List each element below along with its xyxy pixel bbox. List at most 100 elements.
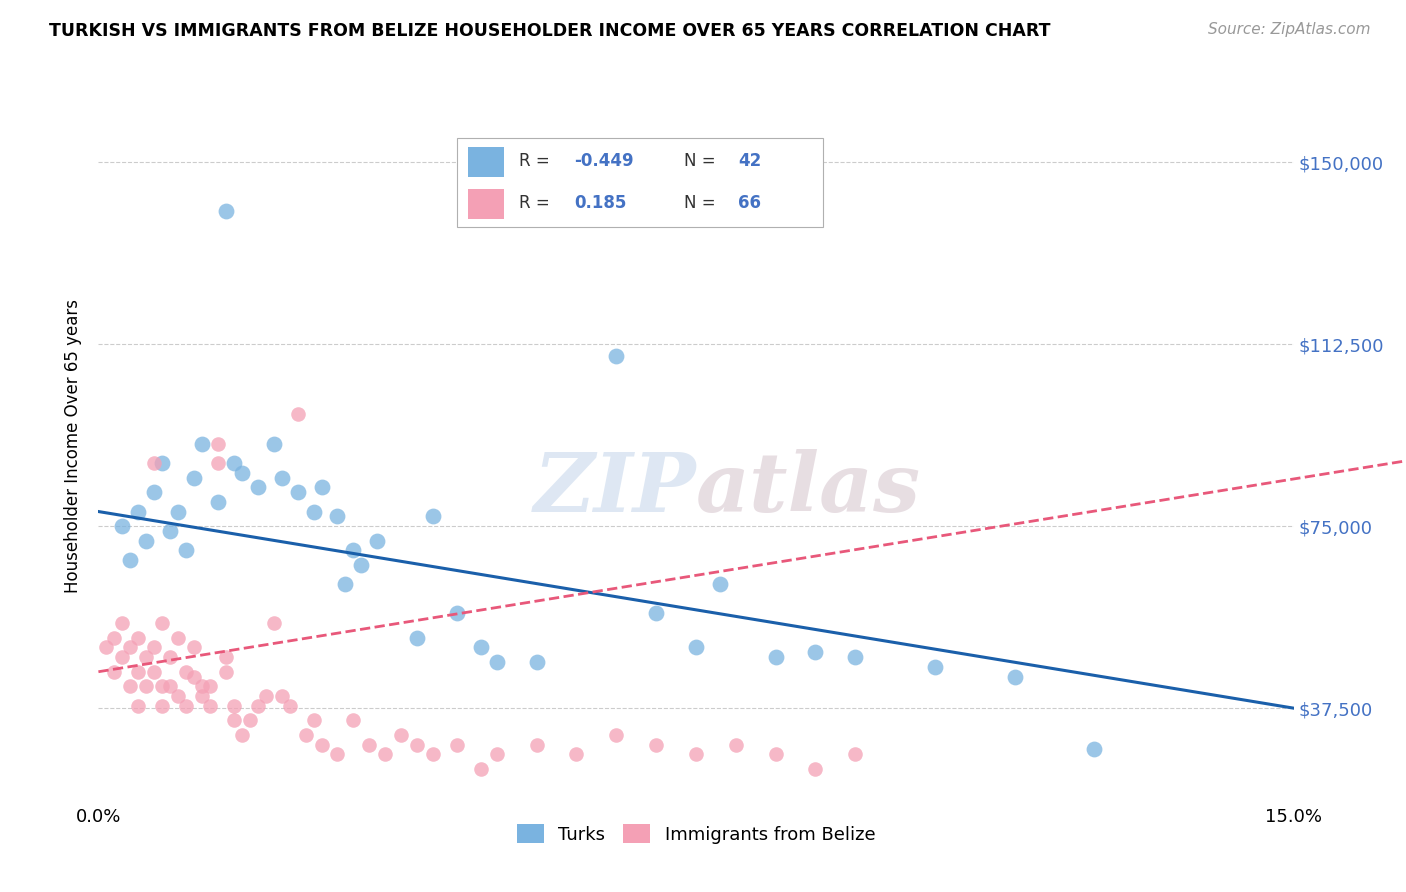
Point bbox=[254, 689, 277, 703]
Point bbox=[143, 456, 166, 470]
Point bbox=[159, 650, 181, 665]
Text: R =: R = bbox=[519, 153, 550, 170]
Point bbox=[207, 456, 229, 470]
Point bbox=[120, 640, 142, 655]
Point bbox=[270, 470, 292, 484]
Point bbox=[143, 485, 166, 500]
Point bbox=[263, 616, 285, 631]
Point bbox=[485, 655, 508, 669]
Point bbox=[120, 553, 142, 567]
Point bbox=[350, 558, 373, 572]
Point bbox=[231, 728, 253, 742]
Point bbox=[470, 762, 492, 776]
Point bbox=[207, 436, 229, 450]
Point bbox=[342, 713, 364, 727]
FancyBboxPatch shape bbox=[468, 147, 505, 177]
Point bbox=[183, 670, 205, 684]
Point bbox=[135, 533, 157, 548]
Point bbox=[127, 504, 149, 518]
Point bbox=[167, 631, 190, 645]
Point bbox=[150, 616, 173, 631]
Point bbox=[446, 607, 468, 621]
Point bbox=[287, 408, 309, 422]
Point bbox=[103, 665, 125, 679]
Point bbox=[406, 631, 429, 645]
Point bbox=[150, 698, 173, 713]
Point bbox=[526, 655, 548, 669]
Point bbox=[765, 747, 787, 762]
Point bbox=[406, 738, 429, 752]
Text: 66: 66 bbox=[738, 194, 762, 212]
Point bbox=[183, 640, 205, 655]
Point bbox=[709, 577, 731, 591]
Point bbox=[446, 738, 468, 752]
Point bbox=[143, 640, 166, 655]
Point bbox=[150, 679, 173, 693]
Point bbox=[159, 524, 181, 538]
Text: N =: N = bbox=[683, 153, 716, 170]
Point bbox=[111, 519, 134, 533]
Point bbox=[222, 456, 245, 470]
Point bbox=[645, 607, 668, 621]
Point bbox=[215, 665, 238, 679]
Point bbox=[326, 747, 349, 762]
Point bbox=[294, 728, 316, 742]
Text: atlas: atlas bbox=[696, 449, 921, 529]
Point bbox=[605, 349, 627, 363]
Point bbox=[485, 747, 508, 762]
Point bbox=[765, 650, 787, 665]
Point bbox=[804, 645, 827, 659]
Point bbox=[167, 689, 190, 703]
Point bbox=[127, 698, 149, 713]
Point bbox=[335, 577, 357, 591]
Point bbox=[685, 640, 707, 655]
Point bbox=[120, 679, 142, 693]
Point bbox=[174, 665, 197, 679]
Point bbox=[231, 466, 253, 480]
Point bbox=[207, 495, 229, 509]
Point bbox=[174, 543, 197, 558]
Point bbox=[270, 689, 292, 703]
Point bbox=[246, 480, 269, 494]
Point bbox=[239, 713, 262, 727]
Point bbox=[198, 679, 221, 693]
Point bbox=[222, 698, 245, 713]
Point bbox=[127, 665, 149, 679]
Point bbox=[359, 738, 381, 752]
Point bbox=[526, 738, 548, 752]
Point bbox=[302, 713, 325, 727]
Point bbox=[103, 631, 125, 645]
Point bbox=[96, 640, 118, 655]
Point bbox=[222, 713, 245, 727]
Point bbox=[645, 738, 668, 752]
Point bbox=[804, 762, 827, 776]
Text: N =: N = bbox=[683, 194, 716, 212]
Point bbox=[311, 738, 333, 752]
Point bbox=[311, 480, 333, 494]
Text: ZIP: ZIP bbox=[533, 449, 696, 529]
Point bbox=[135, 679, 157, 693]
Point bbox=[844, 747, 866, 762]
Point bbox=[198, 698, 221, 713]
Text: -0.449: -0.449 bbox=[574, 153, 634, 170]
Point bbox=[374, 747, 396, 762]
Point bbox=[724, 738, 747, 752]
FancyBboxPatch shape bbox=[457, 138, 823, 227]
Point bbox=[422, 509, 444, 524]
Point bbox=[127, 631, 149, 645]
Point bbox=[1004, 670, 1026, 684]
Text: R =: R = bbox=[519, 194, 550, 212]
Point bbox=[470, 640, 492, 655]
Point bbox=[191, 689, 214, 703]
Text: 42: 42 bbox=[738, 153, 762, 170]
Point bbox=[605, 728, 627, 742]
Point bbox=[174, 698, 197, 713]
Text: 0.185: 0.185 bbox=[574, 194, 626, 212]
Point bbox=[565, 747, 588, 762]
Point bbox=[143, 665, 166, 679]
Legend: Turks, Immigrants from Belize: Turks, Immigrants from Belize bbox=[509, 817, 883, 851]
Point bbox=[263, 436, 285, 450]
Point bbox=[342, 543, 364, 558]
Point bbox=[191, 436, 214, 450]
Point bbox=[150, 456, 173, 470]
